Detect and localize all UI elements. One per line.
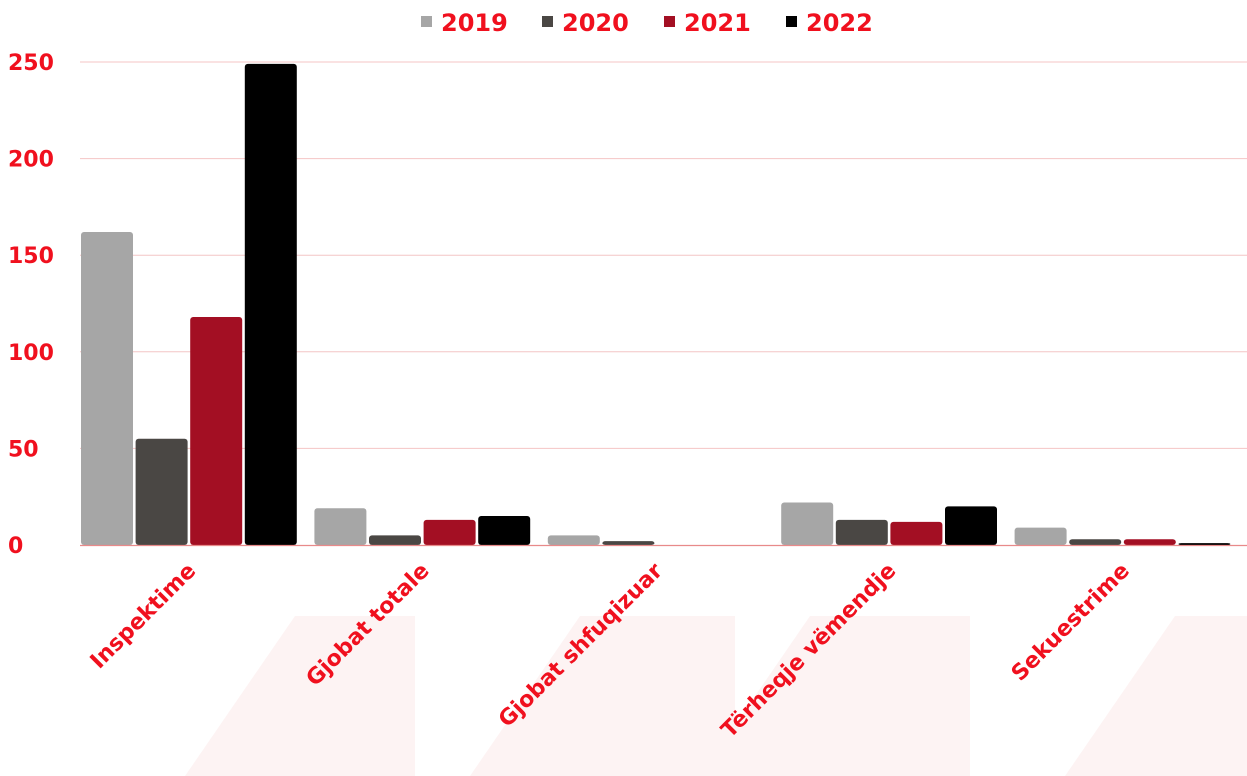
bar-sekuestrime-2022: [1178, 543, 1231, 545]
bar-terheqje-vemendje-2020: [835, 519, 888, 545]
legend-label: 2021: [684, 9, 751, 37]
watermark-shape: [185, 616, 415, 776]
watermark-shape: [470, 616, 735, 776]
bar-inspektime-2021: [190, 317, 243, 545]
y-tick-label: 150: [8, 244, 54, 269]
legend: 2019 2020 2021 2022: [421, 9, 873, 37]
y-tick-label: 0: [8, 534, 23, 559]
bar-gjobat-shfuqizuar-2020: [602, 541, 655, 545]
bar-gjobat-totale-2019: [314, 508, 367, 545]
legend-label: 2020: [562, 9, 629, 37]
legend-swatch: [542, 16, 553, 27]
bar-terheqje-vemendje-2019: [781, 502, 834, 545]
y-axis-tick-labels: 0 50 100 150 200 250: [8, 51, 54, 559]
x-category-label: Sekuestrime: [1007, 559, 1135, 687]
bar-gjobat-totale-2022: [478, 516, 531, 545]
bar-terheqje-vemendje-2021: [890, 521, 943, 545]
bars: [81, 63, 1231, 546]
legend-swatch: [786, 16, 797, 27]
bar-gjobat-totale-2021: [423, 519, 476, 545]
bar-gjobat-shfuqizuar-2019: [547, 535, 600, 545]
y-tick-label: 250: [8, 51, 54, 76]
bar-gjobat-totale-2020: [369, 535, 421, 545]
bar-inspektime-2020: [135, 438, 188, 545]
bar-terheqje-vemendje-2022: [945, 506, 997, 545]
background-watermark: [185, 616, 1247, 776]
y-tick-label: 50: [8, 437, 39, 462]
y-tick-label: 100: [8, 341, 54, 366]
y-tick-label: 200: [8, 148, 54, 173]
watermark-shape: [1065, 616, 1247, 776]
bar-sekuestrime-2021: [1123, 539, 1176, 545]
legend-label: 2019: [441, 9, 508, 37]
watermark-shape: [700, 616, 970, 776]
bar-sekuestrime-2020: [1069, 539, 1122, 545]
legend-swatch: [664, 16, 675, 27]
legend-swatch: [421, 16, 432, 27]
legend-label: 2022: [806, 9, 873, 37]
bar-inspektime-2019: [81, 232, 133, 546]
x-category-label: Inspektime: [86, 559, 201, 674]
bar-inspektime-2022: [244, 63, 297, 545]
bar-sekuestrime-2019: [1014, 527, 1067, 545]
